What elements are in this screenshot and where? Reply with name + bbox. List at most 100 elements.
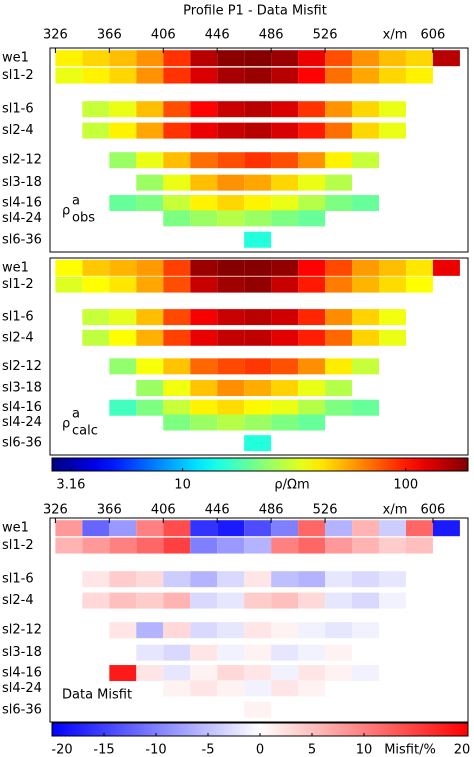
heatmap-cell xyxy=(325,399,353,416)
heatmap-cell xyxy=(109,665,137,682)
y-tick-label: sl2-12 xyxy=(2,623,42,638)
heatmap-cell xyxy=(325,592,353,609)
heatmap-cell xyxy=(217,210,245,227)
heatmap-cell xyxy=(325,309,353,326)
heatmap-cell xyxy=(325,152,353,169)
heatmap-cell xyxy=(244,210,272,227)
heatmap-cell xyxy=(109,276,137,293)
heatmap-cell xyxy=(244,231,272,248)
x-axis-label: x/m xyxy=(383,28,408,43)
heatmap-cell xyxy=(190,571,218,588)
heatmap-cell xyxy=(271,680,299,697)
x-tick-label: 486 xyxy=(259,28,284,43)
heatmap-cell xyxy=(244,399,272,416)
heatmap-cell xyxy=(244,665,272,682)
heatmap-cell xyxy=(163,259,191,276)
heatmap-cell xyxy=(325,50,353,67)
heatmap-cell xyxy=(217,592,245,609)
panel-label: ρ xyxy=(62,417,70,432)
heatmap-cell xyxy=(136,537,164,554)
x-tick-label: 366 xyxy=(97,28,122,43)
y-tick-label: sl1-2 xyxy=(2,277,34,292)
heatmap-cell xyxy=(136,101,164,118)
heatmap-cell xyxy=(82,537,110,554)
heatmap-cell xyxy=(82,276,110,293)
heatmap-cell xyxy=(217,329,245,346)
y-tick-label: sl4-16 xyxy=(2,400,42,415)
heatmap-cell xyxy=(190,309,218,326)
panel-label: Data Misfit xyxy=(62,688,132,703)
heatmap-cell xyxy=(190,358,218,375)
heatmap-cell xyxy=(217,152,245,169)
heatmap-cell xyxy=(163,380,191,397)
heatmap-cell xyxy=(217,414,245,431)
heatmap-cell xyxy=(298,665,326,682)
heatmap-cell xyxy=(217,537,245,554)
heatmap-cell xyxy=(298,309,326,326)
y-tick-label: sl2-4 xyxy=(2,330,34,345)
heatmap-cell xyxy=(244,622,272,639)
heatmap-cell xyxy=(298,67,326,84)
heatmap-cell xyxy=(109,101,137,118)
colorbar-tick-label: 3.16 xyxy=(56,478,85,493)
heatmap-cell xyxy=(325,358,353,375)
heatmap-cell xyxy=(379,571,406,588)
heatmap-cell xyxy=(136,174,164,191)
heatmap-cell xyxy=(163,622,191,639)
heatmap-cell xyxy=(325,329,353,346)
heatmap-cell xyxy=(163,309,191,326)
heatmap-cell xyxy=(298,152,326,169)
colorbar-tick-label: -10 xyxy=(145,743,166,757)
heatmap-cell xyxy=(109,537,137,554)
heatmap-cell xyxy=(217,174,245,191)
heatmap-cell xyxy=(298,210,326,227)
x-axis-label: x/m xyxy=(383,503,408,518)
heatmap-cell xyxy=(271,210,299,227)
y-tick-label: we1 xyxy=(2,521,29,536)
y-tick-label: sl2-12 xyxy=(2,153,42,168)
heatmap-cell xyxy=(298,680,326,697)
y-tick-label: sl1-6 xyxy=(2,310,34,325)
heatmap-cell xyxy=(82,329,110,346)
heatmap-cell xyxy=(163,644,191,661)
heatmap-cell xyxy=(271,67,299,84)
heatmap-cell xyxy=(163,67,191,84)
heatmap-cell xyxy=(109,571,137,588)
heatmap-cell xyxy=(271,174,299,191)
heatmap-cell xyxy=(217,309,245,326)
heatmap-cell xyxy=(163,571,191,588)
heatmap-cell xyxy=(82,50,110,67)
x-tick-label: 366 xyxy=(97,503,122,518)
heatmap-cell xyxy=(352,50,380,67)
heatmap-cell xyxy=(271,592,299,609)
heatmap-cell xyxy=(298,622,326,639)
heatmap-cell xyxy=(190,259,218,276)
colorbar-label: ρ/Ωm xyxy=(274,478,309,493)
heatmap-cell xyxy=(109,309,137,326)
heatmap-cell xyxy=(163,122,191,139)
heatmap-cell xyxy=(163,592,191,609)
heatmap-cell xyxy=(217,259,245,276)
heatmap-cell xyxy=(352,399,380,416)
heatmap-cell xyxy=(217,622,245,639)
heatmap-cell xyxy=(244,101,272,118)
heatmap-cell xyxy=(217,195,245,212)
heatmap-cell xyxy=(217,276,245,293)
heatmap-cell xyxy=(379,537,406,554)
heatmap-cell xyxy=(217,50,245,67)
heatmap-cell xyxy=(352,592,380,609)
heatmap-cell xyxy=(298,644,326,661)
heatmap-cell xyxy=(244,259,272,276)
x-tick-label: 406 xyxy=(151,28,176,43)
heatmap-cell xyxy=(190,195,218,212)
heatmap-cell xyxy=(244,122,272,139)
heatmap-cell xyxy=(136,592,164,609)
heatmap-cell xyxy=(379,329,406,346)
heatmap-cell xyxy=(109,67,137,84)
heatmap-cell xyxy=(352,537,380,554)
heatmap-cell xyxy=(190,592,218,609)
heatmap-cell xyxy=(55,50,83,67)
heatmap-cell xyxy=(136,665,164,682)
y-tick-label: sl2-4 xyxy=(2,123,34,138)
heatmap-cell xyxy=(379,101,406,118)
